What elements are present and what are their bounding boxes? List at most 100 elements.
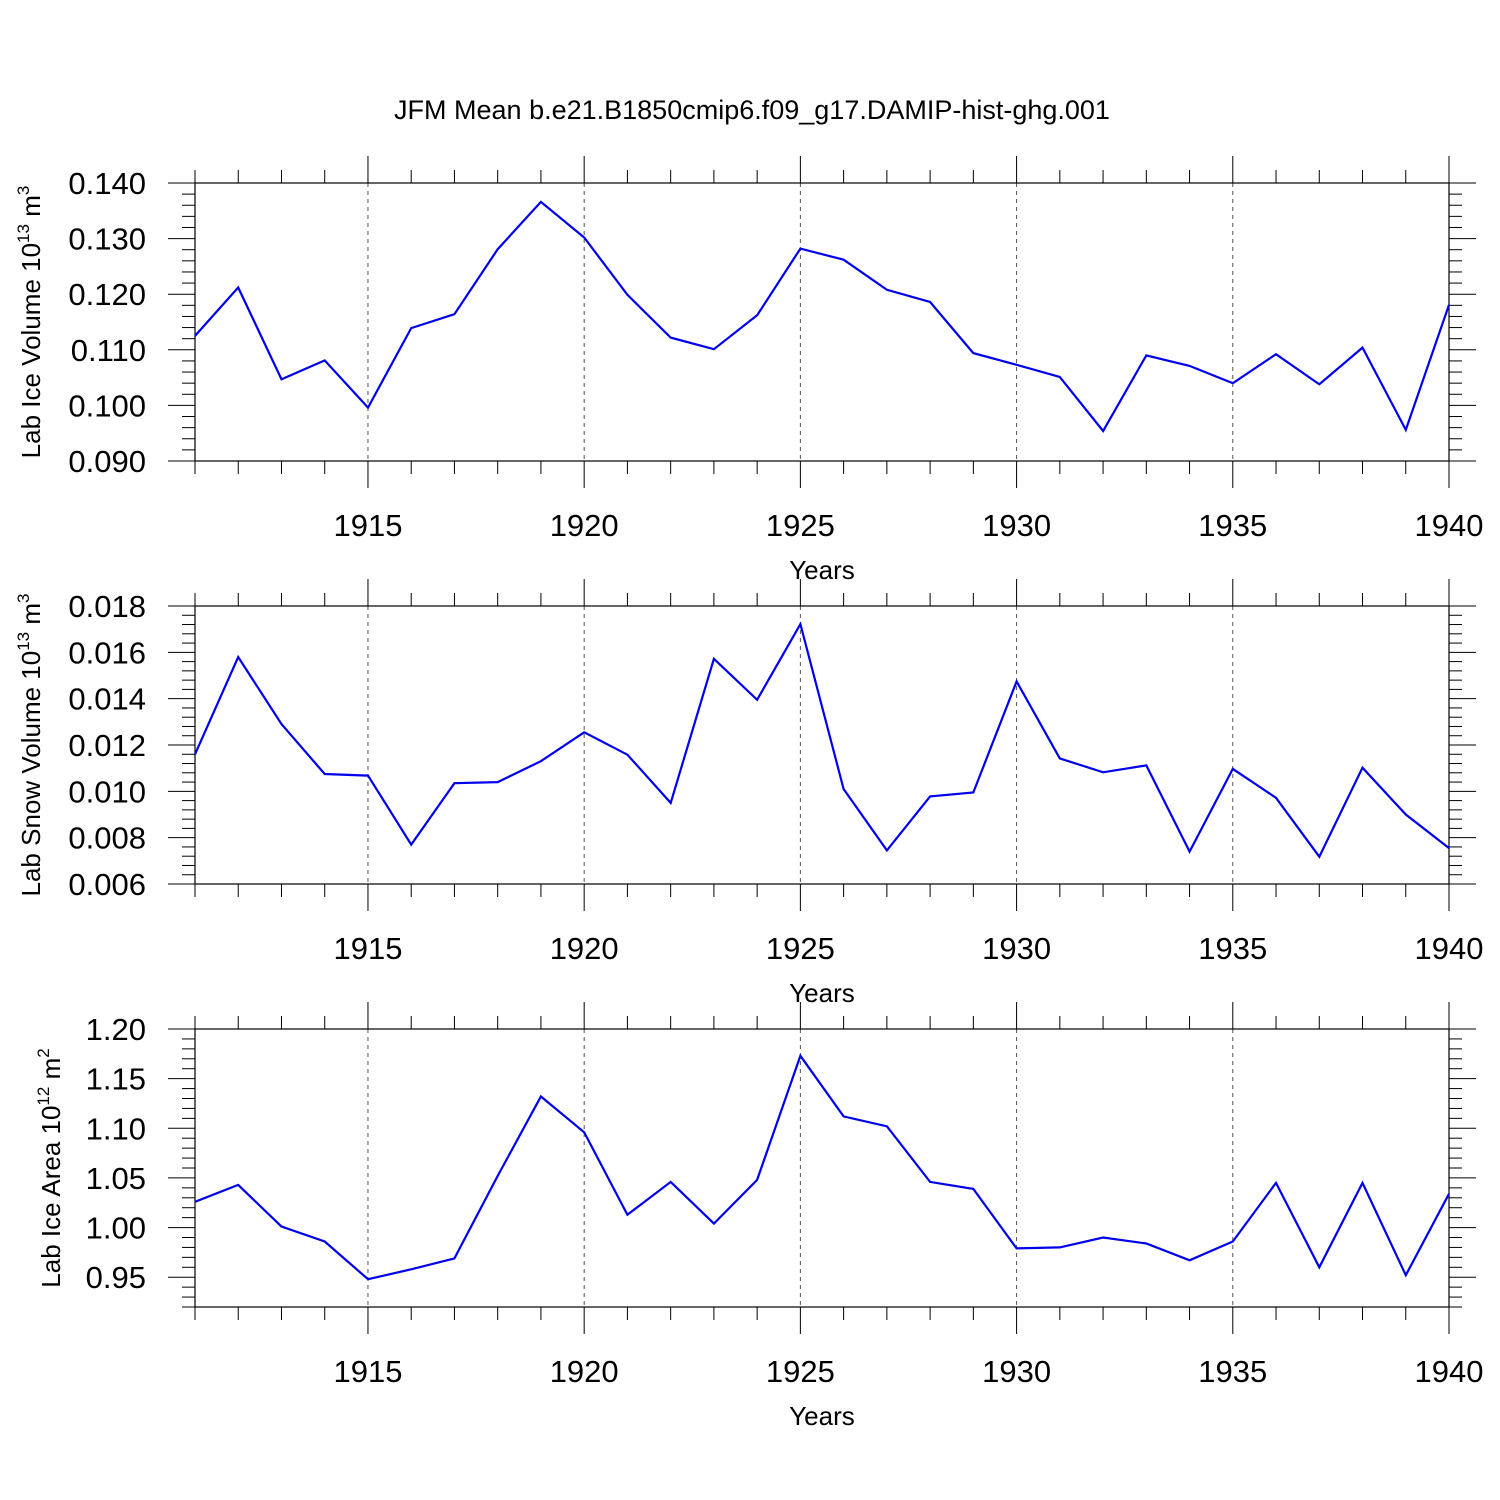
data-point	[1015, 680, 1017, 682]
x-tick-label: 1915	[333, 508, 402, 543]
data-point	[669, 336, 671, 338]
data-point	[324, 1240, 326, 1242]
data-point	[367, 774, 369, 776]
data-point	[669, 802, 671, 804]
x-tick-label: 1935	[1198, 1354, 1267, 1389]
data-point	[1318, 855, 1320, 857]
y-tick-label: 0.018	[68, 589, 146, 624]
plots-container: 0.090 0.100 0.110 0.120 0.130 0.140 1915 1920 19…	[14, 156, 1483, 1431]
data-point	[929, 301, 931, 303]
data-point	[1188, 850, 1190, 852]
data-point	[1361, 346, 1363, 348]
data-point	[886, 1125, 888, 1127]
x-tick-label: 1930	[982, 931, 1051, 966]
data-point	[1361, 1182, 1363, 1184]
data-point	[842, 1115, 844, 1117]
y-tick-label: 0.016	[68, 635, 146, 670]
data-point	[540, 201, 542, 203]
data-point	[1145, 1242, 1147, 1244]
panel-1: 0.090 0.100 0.110 0.120 0.130 0.140 1915 1920 19…	[14, 156, 1483, 585]
y-tick-label: 0.010	[68, 774, 146, 809]
x-tick-label: 1925	[766, 1354, 835, 1389]
y-tick-label: 0.140	[68, 166, 146, 201]
data-point	[972, 1188, 974, 1190]
data-point	[453, 1257, 455, 1259]
data-point	[713, 658, 715, 660]
data-point	[280, 378, 282, 380]
y-axis-title: Lab Ice Volume 1013 m3	[14, 186, 46, 459]
data-point	[1448, 847, 1450, 849]
data-point	[1232, 768, 1234, 770]
x-axis-title: Years	[789, 978, 855, 1008]
data-point	[1102, 771, 1104, 773]
data-point	[842, 259, 844, 261]
data-point	[410, 327, 412, 329]
series-line	[194, 1053, 1450, 1281]
x-axis-title: Years	[789, 555, 855, 585]
data-point	[194, 335, 196, 337]
x-tick-label: 1920	[550, 508, 619, 543]
x-tick-label: 1935	[1198, 508, 1267, 543]
x-tick-label: 1915	[333, 1354, 402, 1389]
data-point	[886, 289, 888, 291]
data-point	[756, 699, 758, 701]
data-point	[583, 236, 585, 238]
data-point	[1405, 813, 1407, 815]
data-point	[929, 1181, 931, 1183]
y-tick-label: 0.95	[86, 1260, 146, 1295]
data-point	[1405, 1274, 1407, 1276]
data-point	[626, 294, 628, 296]
data-point	[496, 248, 498, 250]
data-point	[1275, 353, 1277, 355]
x-tick-label: 1940	[1415, 1354, 1484, 1389]
data-point	[1145, 764, 1147, 766]
x-tick-label: 1940	[1415, 931, 1484, 966]
data-point	[1015, 364, 1017, 366]
data-point	[194, 1201, 196, 1203]
data-point	[324, 773, 326, 775]
data-point	[756, 314, 758, 316]
y-tick-label: 1.00	[86, 1211, 146, 1246]
data-point	[194, 753, 196, 755]
plot-frame	[194, 182, 1450, 462]
data-point	[1405, 429, 1407, 431]
data-point	[1318, 383, 1320, 385]
data-point	[929, 795, 931, 797]
x-tick-label: 1935	[1198, 931, 1267, 966]
data-point	[626, 1213, 628, 1215]
data-point	[1275, 797, 1277, 799]
y-tick-label: 0.014	[68, 682, 146, 717]
x-tick-label: 1930	[982, 508, 1051, 543]
y-tick-label: 0.100	[68, 388, 146, 423]
x-tick-label: 1930	[982, 1354, 1051, 1389]
data-point	[713, 1222, 715, 1224]
data-point	[583, 1131, 585, 1133]
x-tick-label: 1915	[333, 931, 402, 966]
data-point	[886, 849, 888, 851]
data-point	[1059, 376, 1061, 378]
data-point	[799, 623, 801, 625]
y-tick-label: 0.008	[68, 821, 146, 856]
data-point	[410, 843, 412, 845]
data-point	[1188, 365, 1190, 367]
data-point	[237, 1184, 239, 1186]
panel-2: 0.006 0.008 0.010 0.012 0.014 0.016 0.018 1915 1…	[14, 579, 1483, 1008]
data-point	[367, 1278, 369, 1280]
data-point	[713, 348, 715, 350]
panel-3: 0.95 1.00 1.05 1.10 1.15 1.20 1915 1920 1925 1930…	[34, 1002, 1483, 1431]
data-point	[1232, 382, 1234, 384]
data-point	[453, 782, 455, 784]
data-point	[1275, 1182, 1277, 1184]
y-tick-label: 1.15	[86, 1062, 146, 1097]
x-tick-label: 1925	[766, 931, 835, 966]
y-axis-title: Lab Snow Volume 1013 m3	[14, 593, 46, 896]
data-point	[237, 286, 239, 288]
data-point	[756, 1179, 758, 1181]
data-point	[842, 788, 844, 790]
data-point	[410, 1268, 412, 1270]
y-tick-label: 0.120	[68, 277, 146, 312]
y-tick-label: 0.090	[68, 444, 146, 479]
y-tick-label: 0.012	[68, 728, 146, 763]
